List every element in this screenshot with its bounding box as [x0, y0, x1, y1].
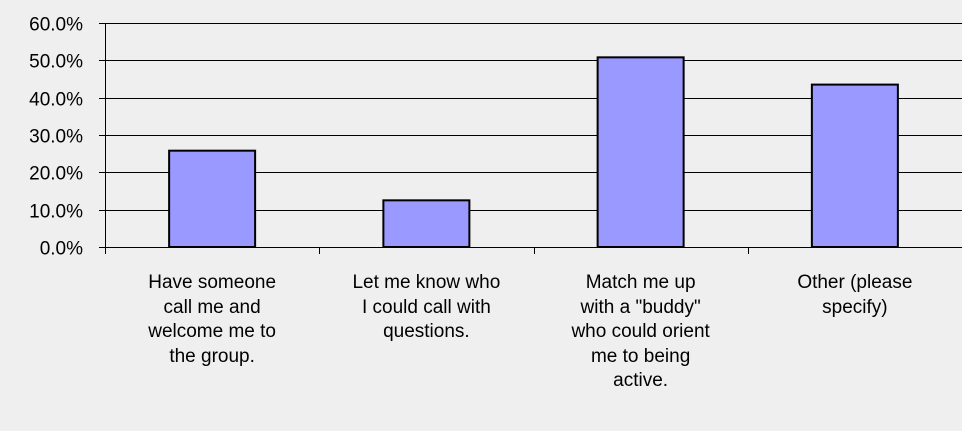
bar	[810, 83, 899, 248]
x-category-label: Match me up with a "buddy" who could ori…	[571, 272, 710, 391]
y-tick-label: 30.0%	[29, 127, 83, 148]
y-tick-label: 0.0%	[40, 239, 83, 260]
bar	[596, 56, 685, 249]
bar	[382, 199, 471, 248]
bars	[168, 56, 899, 249]
y-tick-labels: 0.0% 10.0% 20.0% 30.0% 40.0% 50.0% 60.0%	[29, 15, 83, 260]
y-tick-label: 20.0%	[29, 164, 83, 185]
y-tick-label: 60.0%	[29, 15, 83, 36]
bar	[168, 149, 257, 248]
y-tick-label: 10.0%	[29, 202, 83, 223]
x-category-label: Let me know who I could call with questi…	[352, 272, 501, 342]
x-category-label: Other (please specify)	[797, 272, 913, 318]
x-category-label: Have someone call me and welcome me to t…	[148, 272, 277, 367]
y-tick-label: 50.0%	[29, 52, 83, 73]
y-tick-label: 40.0%	[29, 90, 83, 111]
